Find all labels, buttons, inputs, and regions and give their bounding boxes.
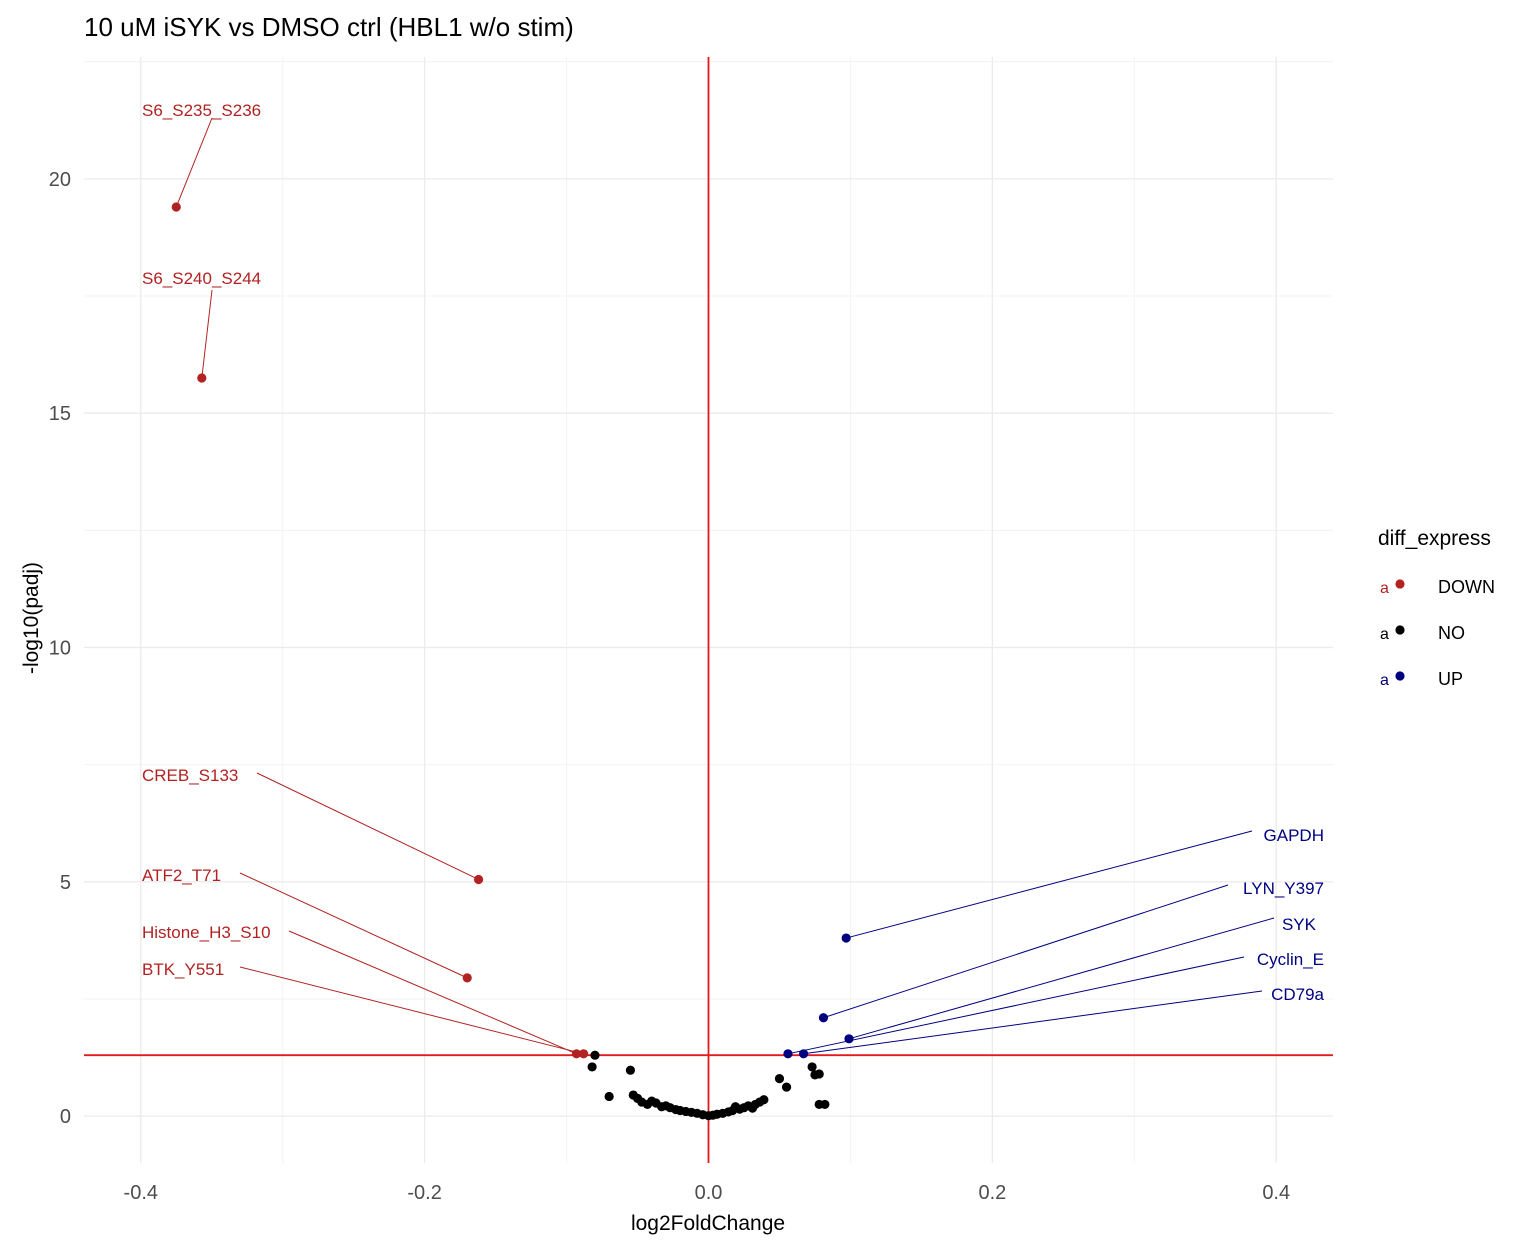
legend-glyph: a: [1380, 626, 1389, 643]
data-point-down: [171, 202, 181, 212]
data-point-no: [814, 1069, 824, 1079]
legend-glyph: a: [1380, 672, 1389, 689]
legend-item-no: a NO: [1380, 623, 1465, 643]
x-axis-ticks: -0.4 -0.2 0.0 0.2 0.4: [124, 1182, 1291, 1204]
point-label: BTK_Y551: [142, 960, 224, 979]
threshold-lines: [84, 57, 1333, 1163]
legend-glyph: a: [1380, 580, 1389, 597]
data-point-no: [587, 1062, 597, 1072]
x-tick-label: 0.2: [978, 1182, 1006, 1204]
label-connector: [256, 772, 479, 880]
y-axis-ticks: 0 5 10 15 20: [49, 169, 71, 1128]
point-label: SYK: [1282, 915, 1317, 934]
data-point-up: [844, 1034, 854, 1044]
y-axis-title: -log10(padj): [20, 562, 43, 674]
y-tick-label: 5: [60, 872, 71, 894]
data-point-no: [820, 1099, 830, 1110]
legend-label: NO: [1438, 623, 1465, 643]
chart-title: 10 uM iSYK vs DMSO ctrl (HBL1 w/o stim): [84, 12, 574, 42]
legend-key-point: [1395, 625, 1405, 635]
data-point-no: [625, 1065, 636, 1075]
data-point-no: [604, 1091, 614, 1102]
data-point-no: [759, 1095, 769, 1105]
label-connector: [239, 872, 468, 979]
label-connector: [823, 884, 1229, 1019]
legend-item-up: a UP: [1380, 669, 1463, 689]
point-label: CD79a: [1271, 985, 1324, 1004]
label-connectors: [175, 117, 1275, 1055]
data-point-down: [473, 874, 484, 885]
point-label: Cyclin_E: [1257, 950, 1324, 969]
data-point-down: [579, 1049, 589, 1059]
point-label: LYN_Y397: [1243, 879, 1324, 898]
data-point-no: [781, 1082, 792, 1092]
data-point-down: [197, 373, 207, 383]
label-connector: [846, 830, 1253, 939]
point-label: ATF2_T71: [142, 866, 221, 885]
label-connector: [175, 117, 213, 208]
data-point-up: [818, 1013, 829, 1023]
legend-label: DOWN: [1438, 577, 1495, 597]
label-connector: [787, 956, 1245, 1055]
point-label: S6_S240_S244: [142, 269, 261, 288]
legend-key-point: [1395, 671, 1405, 681]
y-tick-label: 10: [49, 637, 71, 659]
point-label: Histone_H3_S10: [142, 923, 271, 942]
x-tick-label: -0.4: [124, 1182, 158, 1204]
data-point-up: [841, 933, 851, 943]
x-axis-title: log2FoldChange: [631, 1212, 785, 1235]
point-label: S6_S235_S236: [142, 101, 261, 120]
point-label: GAPDH: [1264, 826, 1324, 845]
y-tick-label: 0: [60, 1106, 71, 1128]
point-labels: S6_S235_S236 S6_S240_S244 CREB_S133 ATF2_T7…: [142, 101, 1325, 1004]
data-point-up: [798, 1049, 809, 1059]
data-point-no: [807, 1062, 817, 1072]
label-connector: [201, 289, 213, 379]
data-point-no: [590, 1050, 600, 1060]
y-tick-label: 15: [49, 403, 71, 425]
label-connector: [239, 966, 584, 1055]
data-point-up: [783, 1049, 793, 1059]
x-tick-label: 0.0: [695, 1182, 723, 1204]
legend-title: diff_express: [1378, 527, 1491, 550]
data-points: [171, 202, 854, 1121]
data-point-no: [774, 1074, 785, 1084]
legend-label: UP: [1438, 669, 1463, 689]
x-tick-label: -0.2: [407, 1182, 441, 1204]
point-label: CREB_S133: [142, 766, 238, 785]
legend-key-point: [1395, 579, 1405, 589]
x-tick-label: 0.4: [1262, 1182, 1290, 1204]
label-connector: [848, 917, 1275, 1040]
label-connector: [288, 930, 577, 1055]
data-point-down: [571, 1049, 582, 1059]
legend-item-down: a DOWN: [1380, 577, 1495, 597]
legend-items: a DOWN a NO a UP: [1380, 577, 1495, 689]
data-point-down: [462, 973, 472, 983]
legend: diff_express a DOWN a NO a UP: [1378, 527, 1495, 689]
label-connector: [803, 990, 1263, 1055]
y-tick-label: 20: [49, 169, 71, 191]
